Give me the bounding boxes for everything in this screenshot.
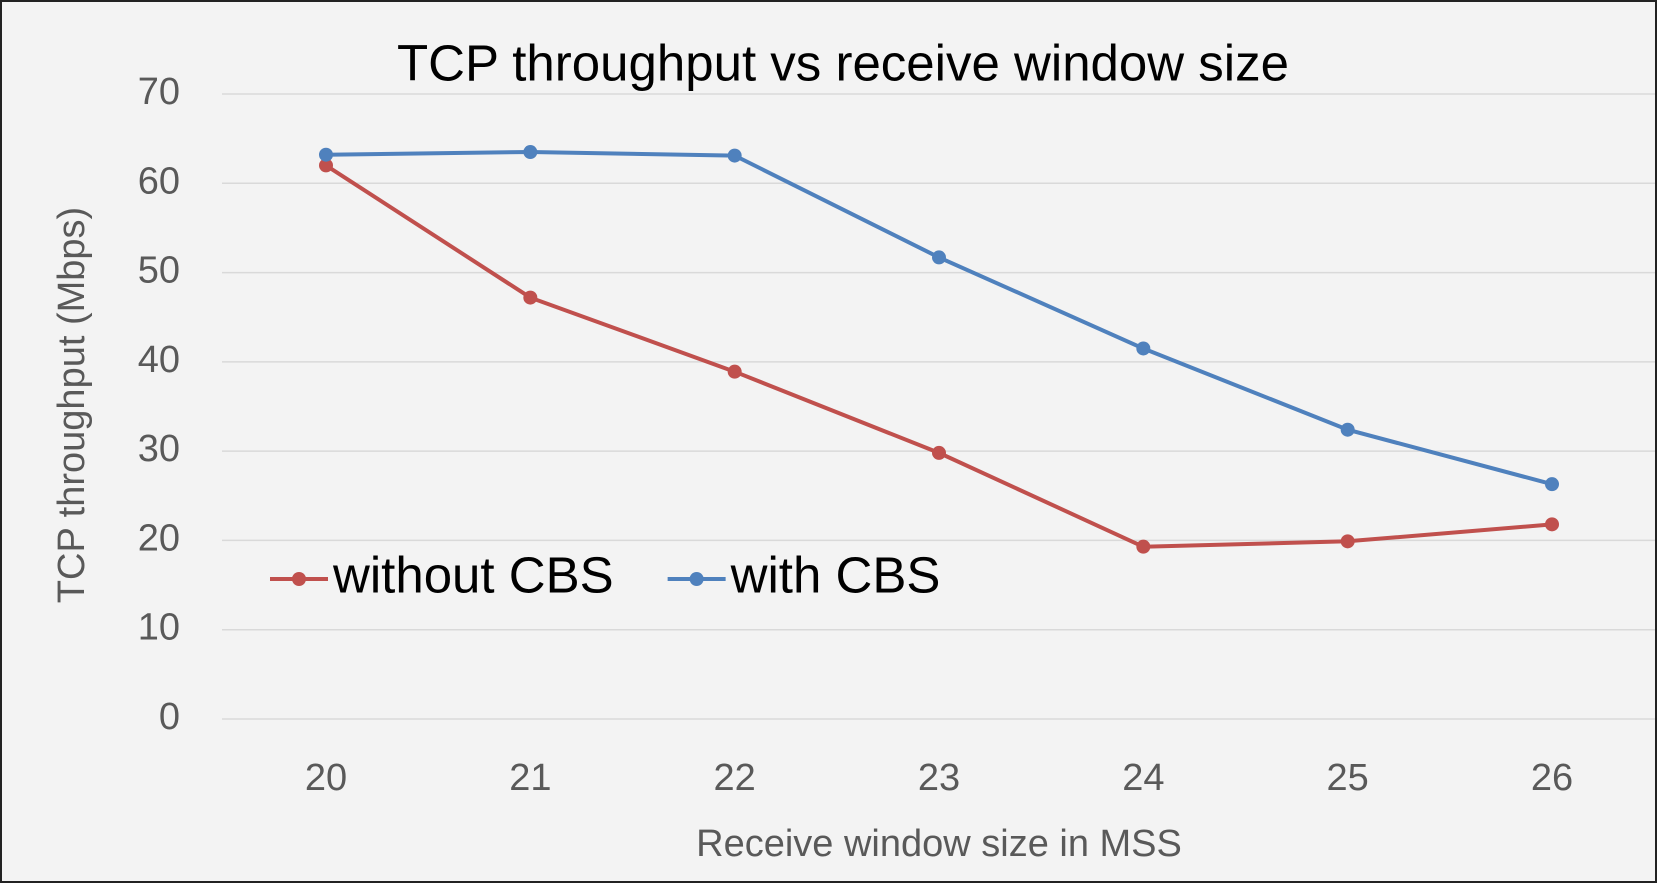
y-tick-label: 0 bbox=[159, 696, 180, 738]
x-tick-label: 25 bbox=[1327, 757, 1369, 799]
data-point bbox=[319, 158, 333, 173]
data-point bbox=[1340, 534, 1355, 549]
data-point bbox=[1136, 341, 1151, 356]
x-tick-label: 20 bbox=[305, 757, 347, 799]
legend-label: without CBS bbox=[332, 546, 614, 603]
y-tick-label: 10 bbox=[138, 607, 180, 649]
data-point bbox=[932, 250, 946, 265]
data-point bbox=[523, 290, 538, 305]
data-point bbox=[319, 147, 333, 162]
chart-title: TCP throughput vs receive window size bbox=[397, 34, 1289, 91]
x-tick-label: 23 bbox=[918, 757, 960, 799]
x-tick-label: 21 bbox=[509, 757, 551, 799]
x-tick-label: 22 bbox=[714, 757, 756, 799]
data-point bbox=[1136, 539, 1151, 554]
data-point bbox=[932, 445, 946, 460]
data-point bbox=[727, 364, 742, 379]
legend-marker bbox=[292, 572, 306, 586]
y-tick-label: 60 bbox=[138, 160, 180, 202]
y-tick-label: 30 bbox=[138, 428, 180, 470]
y-tick-label: 70 bbox=[138, 71, 180, 113]
data-point bbox=[1545, 517, 1559, 532]
x-axis-title: Receive window size in MSS bbox=[696, 823, 1182, 865]
data-point bbox=[523, 145, 538, 160]
y-axis-title: TCP throughput (Mbps) bbox=[51, 207, 93, 603]
y-tick-label: 50 bbox=[138, 250, 180, 292]
x-tick-label: 24 bbox=[1122, 757, 1164, 799]
legend-marker bbox=[689, 572, 704, 586]
data-point bbox=[727, 148, 742, 163]
legend-label: with CBS bbox=[730, 546, 941, 603]
x-tick-label: 26 bbox=[1531, 757, 1573, 799]
data-point bbox=[1545, 477, 1559, 492]
y-tick-label: 40 bbox=[138, 339, 180, 381]
y-tick-label: 20 bbox=[138, 517, 180, 559]
data-point bbox=[1340, 422, 1355, 437]
